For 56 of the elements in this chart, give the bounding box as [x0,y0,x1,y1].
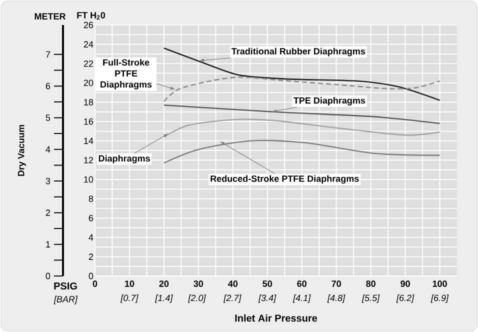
x-tick-label: 0 [92,280,98,287]
line-series [163,118,440,138]
y2-tick-label: 1 [46,241,50,248]
x-tick-label: 50 [262,280,272,287]
y-tick-label: 8 [88,196,94,202]
text: PSIG [54,282,77,290]
x-axis-title: Inlet Air Pressure [235,314,318,322]
y2-axis-title: METER [34,13,66,20]
x2-tick-label: [4.1] [292,294,311,303]
y2-tick-label: 6 [46,82,50,90]
text: Dry Vacuum [18,125,26,176]
annotation: Traditional Rubber Diaphragms [232,48,366,56]
y2-tick-label: 7 [46,51,50,58]
x-tick-label: 90 [400,280,410,287]
y-tick-label: 26 [84,22,94,28]
y-tick-label: 18 [84,99,94,106]
x2-tick-label: [2.0] [188,294,206,303]
x-tick-label: 80 [366,280,376,287]
y-tick-label: 4 [88,234,94,240]
x2-tick-label: [0.7] [120,294,138,303]
y2-tick-label: 3 [46,178,50,184]
annotation: Diaphragms [98,154,150,164]
x2-tick-label: [6.2] [396,294,414,303]
x-tick-label: 20 [159,280,169,287]
annotation: Reduced-Stroke PTFE Diaphragms [210,175,359,184]
annotation: Full-Stroke PTFE Diaphragms [100,59,152,90]
x-tick-label: 70 [332,280,341,287]
y-tick-label: 22 [84,60,94,67]
x2-tick-label: [1.4] [155,294,173,303]
x2-axis-title: [BAR] [54,296,78,304]
y2-tick-label: 0 [46,272,50,280]
y-tick-label: 14 [84,138,94,144]
x2-tick-label: [2.7] [224,294,242,303]
x-tick-label: 10 [125,280,134,287]
x-tick-label: 100 [432,280,447,287]
y-tick-label: 12 [84,157,94,164]
y-tick-label: 0 [88,272,94,280]
x-tick-label: 40 [228,280,238,287]
y-tick-label: 20 [84,80,94,86]
x-tick-label: 30 [194,280,204,287]
x-tick-label: 60 [297,280,307,287]
y-tick-label: 6 [88,214,94,222]
x2-tick-label: [6.9] [430,294,449,303]
line-series [163,104,440,124]
y-tick-label: 2 [88,254,94,260]
x2-tick-label: [3.4] [258,294,276,303]
y2-tick-label: 4 [46,146,50,152]
y-tick-label: 10 [84,176,94,183]
x2-tick-label: [4.8] [327,294,346,303]
x2-tick-label: [5.5] [362,294,380,303]
y2-tick-label: 2 [46,210,50,216]
y-tick-label: 24 [84,41,94,48]
annotation: TPE Diaphragms [294,97,366,106]
y-axis-title: FT H$_{2}$0 [77,12,106,20]
y2-tick-label: 5 [46,114,50,121]
y-tick-label: 16 [84,118,94,125]
